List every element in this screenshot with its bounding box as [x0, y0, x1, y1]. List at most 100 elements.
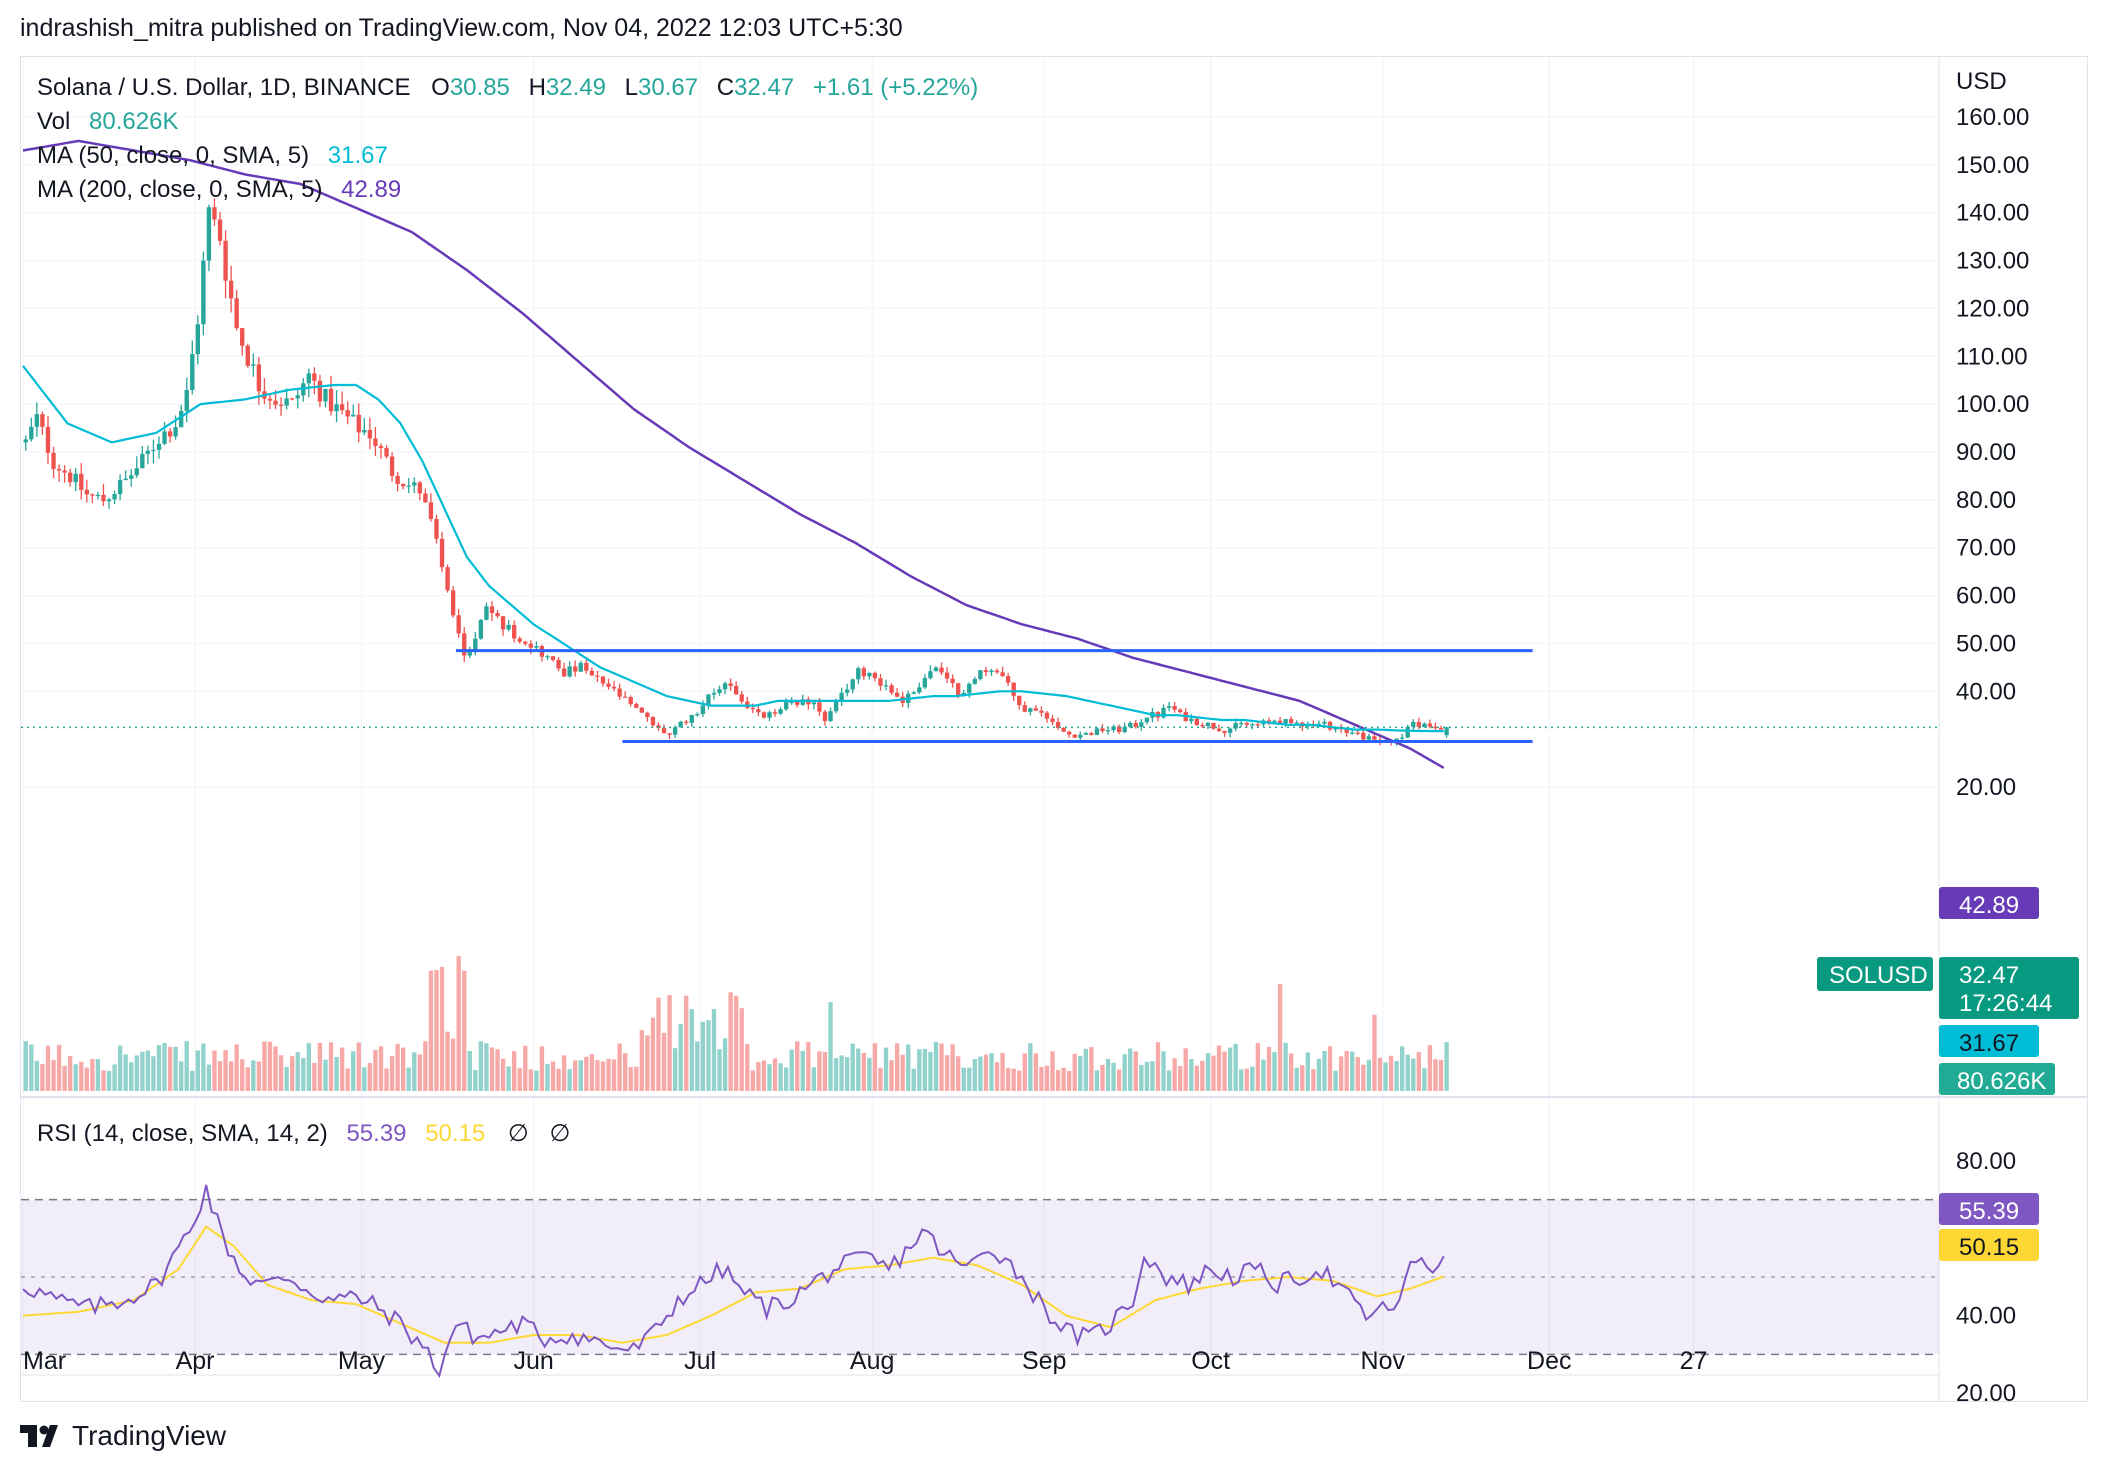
volume-bar	[1244, 1068, 1249, 1091]
candle-body	[356, 414, 361, 433]
ma200-legend-value: 42.89	[341, 176, 401, 203]
volume-bar	[273, 1046, 278, 1091]
svg-text:80.626K: 80.626K	[1957, 1068, 2046, 1095]
volume-bar	[783, 1067, 789, 1091]
candle-body	[1444, 727, 1449, 736]
volume-bar	[734, 995, 739, 1091]
volume-bar	[173, 1046, 178, 1091]
svg-text:SOLUSD: SOLUSD	[1829, 962, 1928, 989]
volume-bar	[262, 1041, 267, 1091]
svg-text:55.39: 55.39	[1959, 1198, 2019, 1225]
volume-bar	[678, 1024, 683, 1091]
candle-body	[23, 439, 28, 443]
volume-bar	[445, 1031, 450, 1091]
candle-body	[545, 656, 550, 658]
volume-bar	[689, 1009, 694, 1091]
volume-bar	[539, 1046, 545, 1091]
volume-bar	[867, 1057, 872, 1091]
last-price-badge: 32.47 17:26:44	[1939, 957, 2079, 1019]
volume-bar	[1161, 1051, 1166, 1091]
candle-body	[667, 733, 672, 735]
candle-body	[756, 709, 761, 713]
volume-bar	[506, 1066, 511, 1091]
volume-bar	[251, 1060, 256, 1091]
volume-bar	[1011, 1068, 1016, 1091]
volume-bar	[1055, 1070, 1061, 1091]
volume-bar	[456, 955, 461, 1091]
candle-body	[739, 694, 744, 702]
volume-bar	[756, 1062, 761, 1091]
volume-bar	[312, 1062, 317, 1091]
candle-body	[34, 414, 40, 427]
volume-bar	[317, 1042, 323, 1091]
volume-bar	[634, 1066, 639, 1091]
price-tick-label: 140.00	[1956, 200, 2029, 227]
svg-text:31.67: 31.67	[1959, 1030, 2019, 1057]
candle-body	[162, 431, 167, 444]
volume-bar	[195, 1050, 200, 1091]
volume-bar	[412, 1052, 417, 1091]
candle-body	[1139, 722, 1144, 727]
candle-body	[717, 689, 722, 693]
volume-bar	[1172, 1058, 1177, 1091]
volume-bar	[1444, 1042, 1449, 1091]
trendline-layer[interactable]	[455, 649, 1533, 744]
volume-bar	[378, 1046, 384, 1091]
volume-bar	[628, 1066, 633, 1091]
volume-bar	[667, 995, 672, 1091]
volume-bar	[56, 1044, 62, 1091]
candle-body	[811, 702, 817, 705]
price-axis[interactable]: 160.00 150.00 140.00 130.00 120.00 110.00 100.…	[1956, 104, 2029, 801]
volume-bar	[356, 1042, 361, 1091]
candle-body	[700, 705, 706, 715]
volume-bar	[684, 995, 689, 1091]
volume-bar	[550, 1061, 556, 1091]
candle-body	[1200, 725, 1205, 727]
legend-change: +1.61 (+5.22%)	[813, 74, 978, 101]
candle-body	[994, 670, 1000, 673]
volume-bar	[589, 1054, 595, 1091]
volume-bar	[989, 1053, 994, 1091]
candle-body	[1427, 723, 1433, 727]
candle-body	[589, 670, 595, 676]
candle-body	[328, 389, 334, 412]
candle-body	[1061, 727, 1066, 732]
volume-legend-value: 80.626K	[89, 108, 178, 135]
volume-bar	[722, 1038, 728, 1091]
candle-body	[434, 519, 439, 539]
volume-bar	[1422, 1068, 1427, 1091]
candle-body	[850, 679, 855, 690]
ma50-price-badge: 31.67	[1939, 1025, 2039, 1057]
candle-body	[1366, 736, 1372, 740]
candle-body	[351, 414, 356, 417]
volume-bar	[1061, 1067, 1066, 1091]
time-axis[interactable]: Mar Apr May Jun Jul Aug Sep Oct Nov Dec 27	[23, 1347, 1707, 1375]
candle-body	[778, 709, 783, 714]
volume-bar	[1017, 1070, 1022, 1091]
candle-body	[617, 688, 622, 697]
candle-body	[428, 502, 434, 520]
chart-canvas[interactable]: USD 160.00 150.00 140.00 130.00 120.00 110.00…	[21, 57, 2087, 1407]
tradingview-logo[interactable]: TradingView	[20, 1418, 226, 1454]
ma50-legend: MA (50, close, 0, SMA, 5) 31.67	[37, 142, 388, 169]
ma200-price-badge: 42.89	[1939, 887, 2039, 919]
candle-body	[62, 470, 67, 473]
legend-high-label: H	[529, 74, 546, 101]
volume-bar	[811, 1067, 817, 1091]
volume-bar	[528, 1069, 533, 1091]
candle-body	[273, 400, 278, 405]
candle-body	[695, 714, 700, 716]
time-tick-label: Dec	[1527, 1347, 1571, 1375]
candle-body	[140, 453, 145, 469]
volume-bar	[73, 1064, 78, 1091]
candle-body	[634, 703, 639, 708]
candle-body	[567, 666, 572, 677]
legend-symbol: Solana / U.S. Dollar, 1D, BINANCE	[37, 74, 410, 101]
volume-bar	[62, 1065, 67, 1091]
volume-bar	[606, 1058, 611, 1091]
volume-bar	[1166, 1070, 1172, 1091]
volume-bar	[1028, 1043, 1033, 1091]
volume-bar	[939, 1043, 944, 1091]
volume-bar	[1022, 1053, 1027, 1091]
